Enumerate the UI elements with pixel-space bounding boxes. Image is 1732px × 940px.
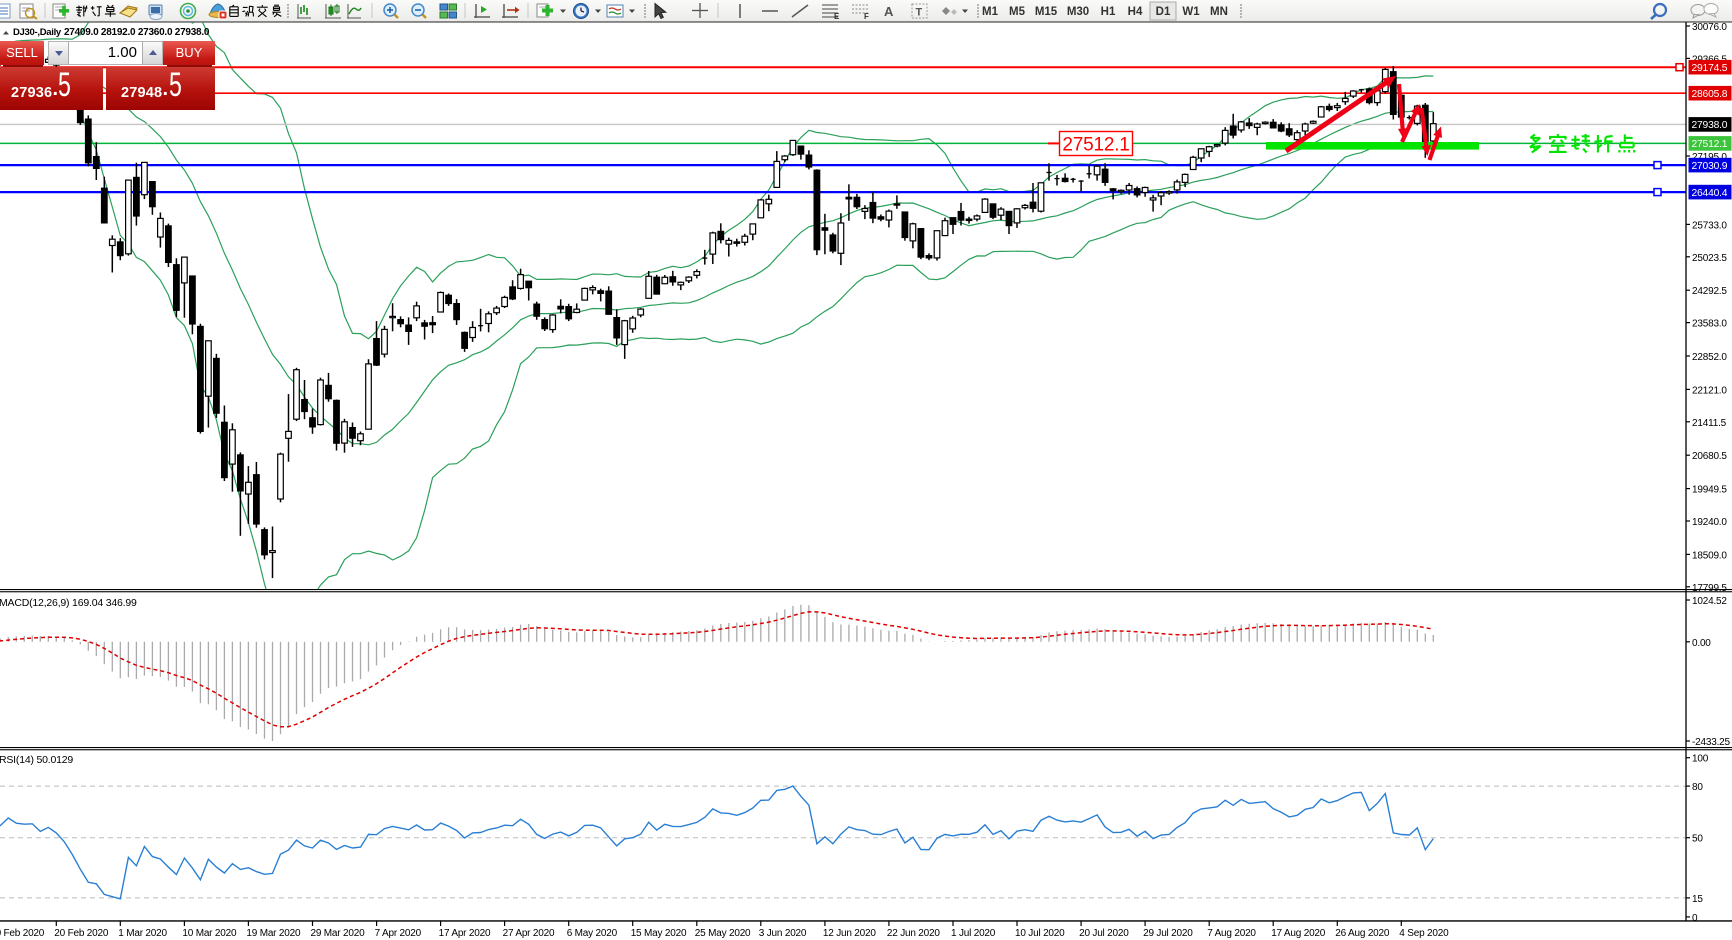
svg-text:4 Sep 2020: 4 Sep 2020 <box>1399 928 1449 939</box>
svg-text:18509.0: 18509.0 <box>1692 550 1727 561</box>
svg-text:10 Jul 2020: 10 Jul 2020 <box>1015 928 1065 939</box>
svg-text:10 Feb 2020: 10 Feb 2020 <box>0 928 45 939</box>
svg-text:27409.0 28192.0 27360.0 27938.: 27409.0 28192.0 27360.0 27938.0 <box>64 27 210 38</box>
svg-text:M5: M5 <box>1009 6 1026 18</box>
svg-text:22 Jun 2020: 22 Jun 2020 <box>887 928 940 939</box>
svg-text:T: T <box>916 7 923 19</box>
svg-text:17799.5: 17799.5 <box>1692 583 1727 594</box>
svg-text:10 Mar 2020: 10 Mar 2020 <box>182 928 237 939</box>
svg-text:27512.1: 27512.1 <box>1062 135 1129 156</box>
svg-text:7 Aug 2020: 7 Aug 2020 <box>1207 928 1256 939</box>
svg-text:29 Mar 2020: 29 Mar 2020 <box>311 928 366 939</box>
svg-text:24292.5: 24292.5 <box>1692 286 1727 297</box>
svg-text:7 Apr 2020: 7 Apr 2020 <box>375 928 422 939</box>
svg-text:26440.4: 26440.4 <box>1692 188 1728 199</box>
svg-text:20 Jul 2020: 20 Jul 2020 <box>1079 928 1129 939</box>
svg-text:DJ30-,Daily: DJ30-,Daily <box>13 27 62 38</box>
svg-text:H4: H4 <box>1128 6 1143 18</box>
svg-text:27512.1: 27512.1 <box>1692 139 1728 150</box>
svg-text:22852.0: 22852.0 <box>1692 352 1727 363</box>
svg-text:30076.0: 30076.0 <box>1692 22 1727 33</box>
svg-text:M30: M30 <box>1067 6 1089 18</box>
svg-text:19 Mar 2020: 19 Mar 2020 <box>246 928 301 939</box>
svg-text:M15: M15 <box>1035 6 1058 18</box>
svg-text:1 Jul 2020: 1 Jul 2020 <box>951 928 996 939</box>
svg-text:E: E <box>834 12 840 21</box>
svg-text:15 May 2020: 15 May 2020 <box>631 928 687 939</box>
svg-text:6 May 2020: 6 May 2020 <box>567 928 618 939</box>
svg-text:50: 50 <box>1692 834 1703 845</box>
svg-text:0.00: 0.00 <box>1692 638 1711 649</box>
svg-text:29174.5: 29174.5 <box>1692 63 1728 74</box>
svg-text:21411.5: 21411.5 <box>1692 418 1727 429</box>
svg-text:19949.5: 19949.5 <box>1692 485 1727 496</box>
svg-text:1024.52: 1024.52 <box>1692 596 1727 607</box>
svg-text:26 Aug 2020: 26 Aug 2020 <box>1335 928 1390 939</box>
svg-text:1 Mar 2020: 1 Mar 2020 <box>118 928 167 939</box>
svg-text:H1: H1 <box>1101 6 1116 18</box>
svg-text:17 Apr 2020: 17 Apr 2020 <box>439 928 491 939</box>
svg-text:27195.0: 27195.0 <box>1692 152 1727 163</box>
svg-text:29 Jul 2020: 29 Jul 2020 <box>1143 928 1193 939</box>
svg-text:3 Jun 2020: 3 Jun 2020 <box>759 928 807 939</box>
svg-text:MN: MN <box>1210 6 1228 18</box>
svg-text:M1: M1 <box>982 6 999 18</box>
svg-text:A: A <box>884 4 894 19</box>
svg-text:MACD(12,26,9) 169.04 346.99: MACD(12,26,9) 169.04 346.99 <box>0 597 137 609</box>
svg-text:15: 15 <box>1692 894 1703 905</box>
svg-text:27 Apr 2020: 27 Apr 2020 <box>503 928 555 939</box>
svg-text:20680.5: 20680.5 <box>1692 451 1727 462</box>
svg-text:100: 100 <box>1692 754 1709 765</box>
svg-text:25023.5: 25023.5 <box>1692 253 1727 264</box>
svg-text:22121.0: 22121.0 <box>1692 385 1727 396</box>
svg-text:80: 80 <box>1692 782 1703 793</box>
svg-text:25733.0: 25733.0 <box>1692 220 1727 231</box>
svg-text:27938.0: 27938.0 <box>1692 120 1728 131</box>
svg-text:12 Jun 2020: 12 Jun 2020 <box>823 928 876 939</box>
svg-text:27030.9: 27030.9 <box>1692 161 1728 172</box>
svg-text:20 Feb 2020: 20 Feb 2020 <box>54 928 109 939</box>
svg-text:28605.8: 28605.8 <box>1692 89 1728 100</box>
svg-text:D1: D1 <box>1156 6 1171 18</box>
svg-text:25 May 2020: 25 May 2020 <box>695 928 751 939</box>
svg-text:F: F <box>864 12 869 21</box>
svg-text:RSI(14) 50.0129: RSI(14) 50.0129 <box>0 754 73 766</box>
svg-text:17 Aug 2020: 17 Aug 2020 <box>1271 928 1326 939</box>
svg-text:W1: W1 <box>1182 6 1200 18</box>
svg-text:-2433.25: -2433.25 <box>1692 737 1731 748</box>
svg-text:23583.0: 23583.0 <box>1692 319 1727 330</box>
svg-text:0: 0 <box>1692 913 1698 924</box>
svg-text:19240.0: 19240.0 <box>1692 517 1727 528</box>
